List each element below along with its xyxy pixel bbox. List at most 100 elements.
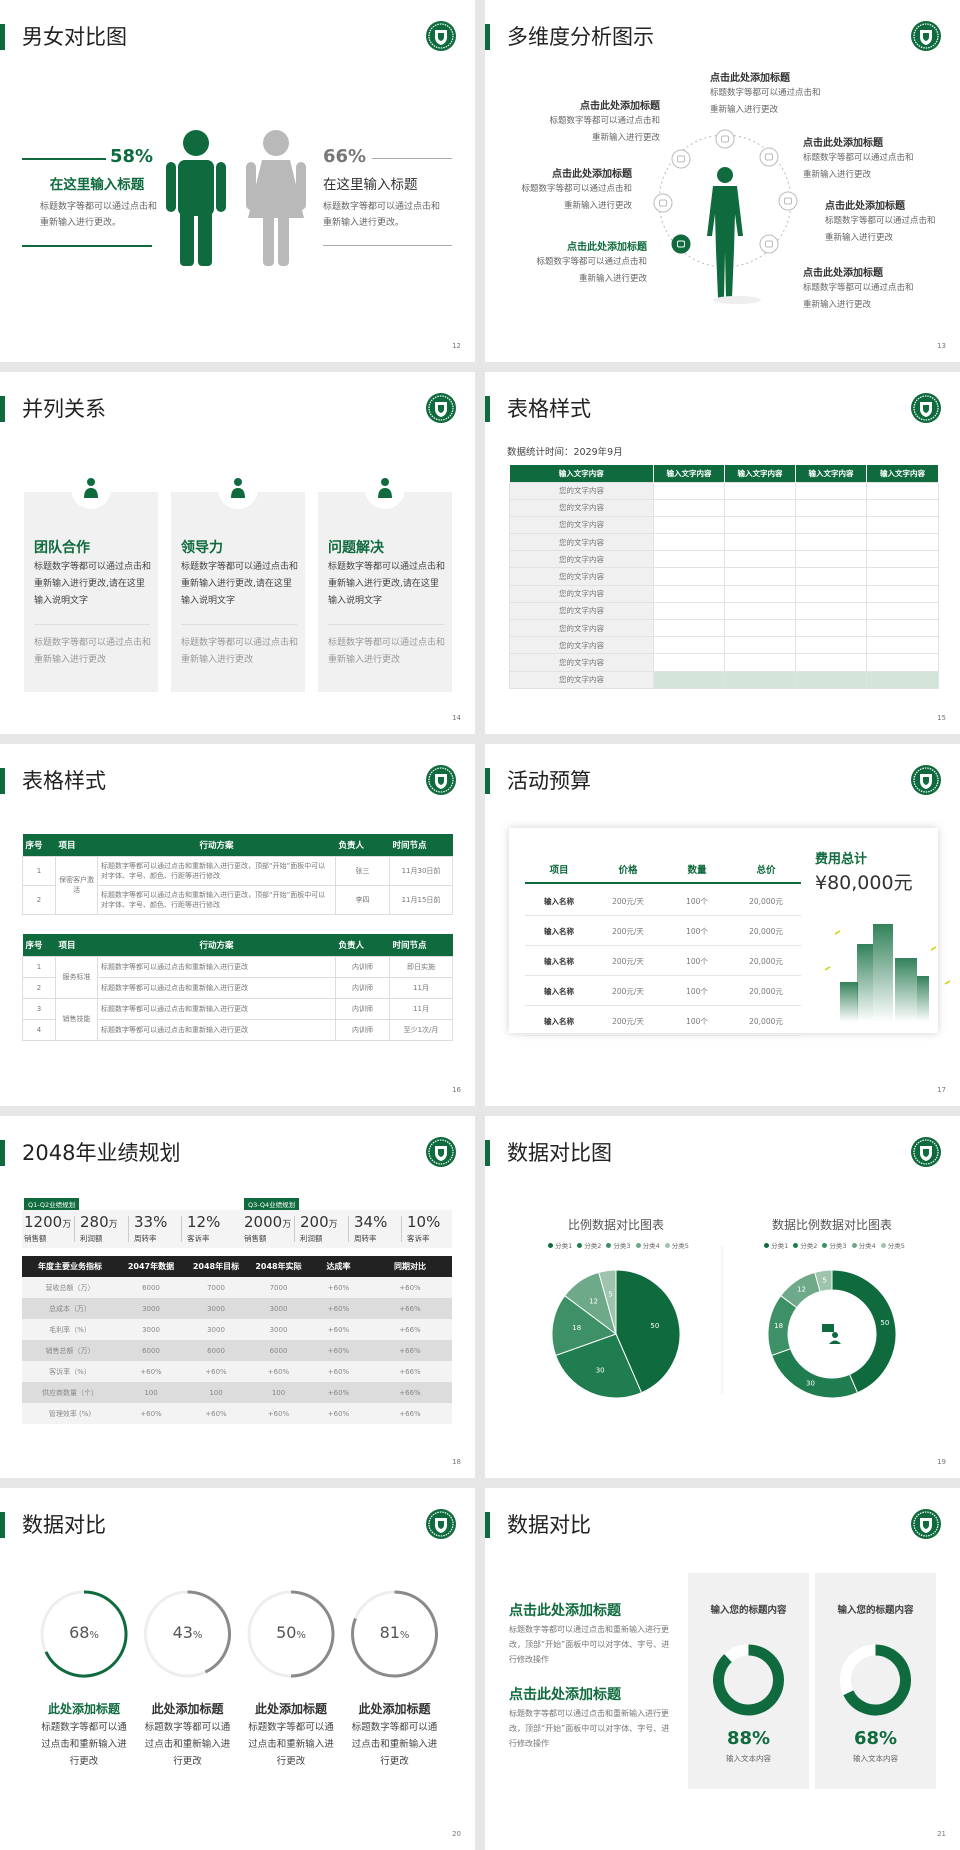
- title-bar: [0, 1140, 5, 1166]
- card-text: 标题数字等都可以通过点击和重新输入进行更改,请在这里输入说明文字: [328, 562, 446, 606]
- row: 您的文字内容: [509, 618, 939, 638]
- slice-label: 5: [608, 1291, 612, 1299]
- header-cell: 输入文字内容: [866, 465, 939, 482]
- slide: 男女对比图 12 58% 在这里输入标题 标题数字等都可以通过点击和重新输入进行更改。 6…: [0, 0, 475, 362]
- page-number: 16: [452, 1086, 461, 1094]
- icon: [715, 129, 735, 149]
- male-leg: [180, 205, 194, 266]
- cell: [795, 550, 867, 569]
- owner: 内训师: [335, 976, 390, 999]
- page-number: 14: [452, 714, 461, 722]
- cell: 100: [209, 1388, 223, 1397]
- row-rule: [525, 915, 801, 916]
- cell: [653, 584, 725, 603]
- page-number: 20: [452, 1830, 461, 1838]
- row: 您的文字内容: [509, 550, 939, 569]
- cell: +60%: [140, 1367, 162, 1376]
- percent: 58%: [110, 146, 154, 167]
- building: [857, 944, 873, 1022]
- header-cell: 年度主要业务指标: [38, 1262, 102, 1271]
- row-label: 您的文字内容: [509, 653, 654, 672]
- header-row: 序号 项目 行动方案 负责人 时间节点: [22, 834, 453, 856]
- row-label: 您的文字内容: [509, 567, 654, 586]
- header-cell: 负责人: [338, 940, 365, 951]
- logo-mark: [438, 1149, 444, 1157]
- card-value: 88%: [726, 1728, 771, 1749]
- legend-dot: [793, 1243, 799, 1248]
- icon-glyph: [784, 197, 792, 205]
- cell: +60%: [327, 1283, 350, 1292]
- slice-label: 5: [822, 1277, 826, 1285]
- cell: +60%: [327, 1346, 350, 1355]
- cell: 管理效率 (%): [48, 1409, 92, 1418]
- cell: [724, 601, 796, 621]
- slice: [831, 1269, 897, 1394]
- person-body: [707, 186, 743, 298]
- logo-mark: [438, 1521, 444, 1529]
- cell: +60%: [327, 1367, 350, 1376]
- ring-heading: 此处添加标题: [47, 1702, 120, 1716]
- cell: [866, 498, 939, 517]
- block-heading: 点击此处添加标题: [509, 1687, 621, 1703]
- title-bar: [485, 768, 490, 794]
- legend-label: 分类2: [800, 1242, 818, 1250]
- female-head: [263, 130, 289, 156]
- item-text: 标题数字等都可以通过点击和重新输入进行更改: [710, 88, 821, 115]
- cell: [866, 670, 939, 689]
- cell: +60%: [327, 1409, 350, 1418]
- title-bar: [0, 1512, 5, 1538]
- header-cell: 同期对比: [394, 1262, 426, 1271]
- title-bar: [485, 1512, 490, 1538]
- deadline: 至少1次/月: [389, 1018, 453, 1041]
- cell: [866, 618, 939, 638]
- page-number: 19: [937, 1458, 946, 1466]
- female-body: [248, 160, 304, 218]
- divider: [328, 624, 444, 625]
- cell: [653, 481, 725, 500]
- slice: [615, 1269, 681, 1394]
- stat-number: 280: [80, 1213, 109, 1231]
- slide: 数据对比 21 点击此处添加标题 标题数字等都可以通过点击和重新输入进行更改，顶部“开…: [485, 1488, 960, 1850]
- cell: 6000: [207, 1346, 225, 1355]
- row-label: 您的文字内容: [509, 670, 654, 689]
- cell: [795, 498, 867, 517]
- cell: [866, 567, 939, 586]
- row: 2 标题数字等都可以通过点击和重新输入进行更改 内训师 11月: [22, 976, 453, 999]
- cell: [795, 567, 867, 586]
- cell: [795, 670, 867, 689]
- item-text: 标题数字等都可以通过点击和重新输入进行更改: [521, 184, 632, 211]
- cell: [724, 567, 796, 586]
- chart-title: 比例数据对比图表: [567, 1218, 664, 1232]
- spark: [944, 980, 951, 985]
- header-cell: 项目: [549, 865, 569, 876]
- page-number: 17: [937, 1086, 946, 1094]
- legend-label: 分类3: [613, 1242, 631, 1250]
- ring-number: 81: [379, 1623, 400, 1642]
- stat-label: 利润额: [80, 1234, 103, 1243]
- stat-value: 34%: [354, 1213, 387, 1231]
- icon-glyph: [765, 153, 773, 161]
- ring-text: 标题数字等都可以通过点击和重新输入进行更改: [41, 1722, 127, 1767]
- slice-label: 50: [880, 1319, 889, 1327]
- stat-label: 周转率: [134, 1234, 157, 1243]
- shadow: [713, 296, 761, 304]
- stat-label: 销售额: [244, 1234, 267, 1243]
- row: 4 标题数字等都可以通过点击和重新输入进行更改 内训师 至少1次/月: [22, 1018, 453, 1041]
- body-text: 标题数字等都可以通过点击和重新输入进行更改。: [323, 202, 441, 228]
- card: 问题解决 标题数字等都可以通过点击和重新输入进行更改,请在这里输入说明文字 标题数字…: [318, 492, 452, 692]
- cell: +60%: [205, 1409, 227, 1418]
- legend-dot: [606, 1243, 612, 1248]
- row-number: 1: [22, 955, 56, 978]
- cell: [724, 481, 796, 500]
- header-cell: 行动方案: [199, 840, 234, 851]
- cell: 100个: [686, 987, 708, 996]
- female-leg: [263, 212, 274, 266]
- row: 您的文字内容: [509, 515, 939, 535]
- logo-ring: [913, 1139, 939, 1165]
- ring-value: 50%: [251, 1623, 331, 1642]
- stat-unit: 万: [108, 1220, 118, 1230]
- row: 总成本（万） 3000 3000 3000 +60% +66%: [22, 1298, 452, 1319]
- slice-label: 18: [572, 1324, 581, 1332]
- row-label: 您的文字内容: [509, 515, 654, 535]
- slide: 多维度分析图示 13 点击此处添加标题 标题数字等都可以通过点击和重新输入进行更改 点击…: [485, 0, 960, 362]
